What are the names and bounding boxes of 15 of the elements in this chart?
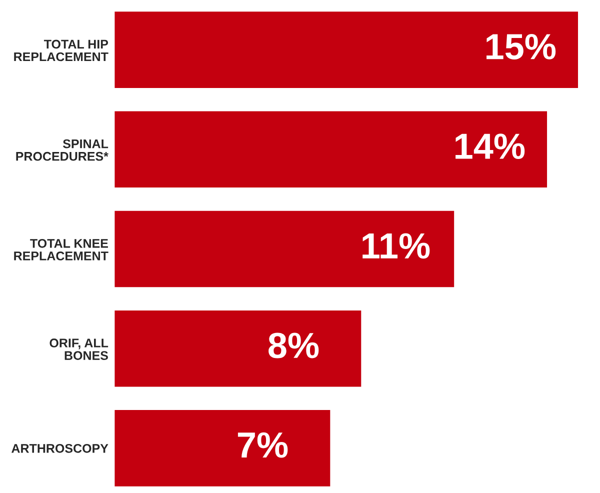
data-label: 15% — [486, 34, 556, 60]
data-label: 14% — [456, 134, 525, 160]
data-label: 11% — [362, 233, 430, 259]
bar — [114, 309, 363, 388]
y-tick-label: ARTHROSCOPY — [12, 444, 108, 453]
data-label: 8% — [268, 332, 319, 358]
bar — [114, 10, 580, 90]
y-tick-label: SPINAL PROCEDURES* — [16, 139, 108, 161]
y-tick-label: TOTAL KNEE REPLACEMENT — [14, 238, 108, 260]
bar — [114, 209, 456, 289]
y-tick-label: ORIF, ALL BONES — [50, 338, 108, 360]
y-tick-label: TOTAL HIP REPLACEMENT — [14, 40, 108, 62]
bar — [114, 408, 332, 488]
bar — [114, 110, 548, 189]
data-label: 7% — [238, 432, 288, 458]
